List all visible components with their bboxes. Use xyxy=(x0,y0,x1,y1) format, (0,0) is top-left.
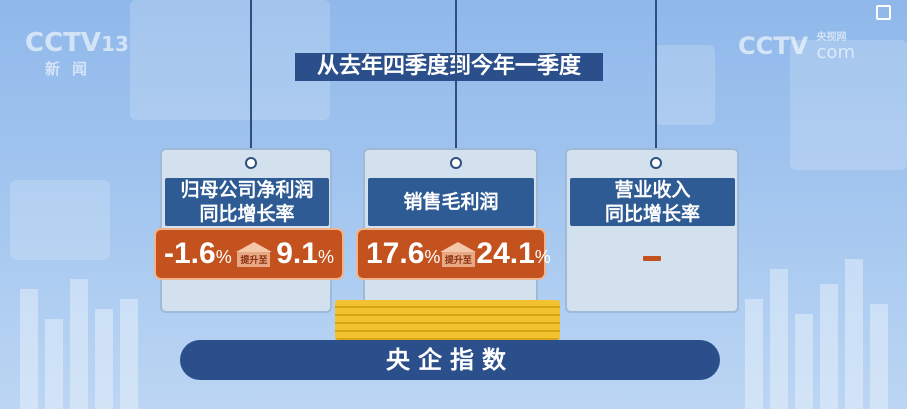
bg-bar xyxy=(70,279,88,409)
value-box: 17.6% 提升至 24.1% xyxy=(356,228,551,280)
pending-value-marker xyxy=(643,256,661,261)
bg-bar xyxy=(745,299,763,409)
site-cn: 央视网 xyxy=(816,32,847,43)
value-to: 9.1 xyxy=(276,237,318,270)
footer-banner: 央企指数 xyxy=(180,340,720,380)
hanger-dot xyxy=(245,157,257,169)
bg-bar xyxy=(20,289,38,409)
card-title: 销售毛利润 xyxy=(368,178,534,226)
cctv-com-logo: CCTV 央视网 com xyxy=(738,32,855,63)
hanger-dot xyxy=(650,157,662,169)
unit: % xyxy=(317,247,334,267)
bg-panel xyxy=(655,45,715,125)
title-line: 同比增长率 xyxy=(199,203,295,225)
bg-panel xyxy=(10,180,110,260)
title-line: 销售毛利润 xyxy=(403,191,499,213)
bg-bar xyxy=(820,284,838,409)
change-label: 提升至 xyxy=(237,251,271,267)
hanger-line xyxy=(250,0,252,158)
bg-bar xyxy=(120,299,138,409)
unit: % xyxy=(424,247,441,267)
header-title: 从去年四季度到今年一季度 xyxy=(295,53,603,81)
bg-bar xyxy=(870,304,888,409)
logo-channel: CCTV xyxy=(25,28,102,58)
title-line: 同比增长率 xyxy=(604,203,700,225)
value-box: -1.6% 提升至 9.1% xyxy=(154,228,344,280)
up-arrow-icon: 提升至 xyxy=(235,241,272,267)
site-suffix: com xyxy=(816,42,855,63)
value-from: -1.6 xyxy=(164,237,216,270)
unit: % xyxy=(215,247,232,267)
bg-bar xyxy=(795,314,813,409)
title-line: 归母公司净利润 xyxy=(180,179,314,201)
up-arrow-icon: 提升至 xyxy=(440,241,477,267)
site-logo: CCTV xyxy=(738,32,809,60)
title-line: 营业收入 xyxy=(614,179,691,201)
card-title: 营业收入 同比增长率 xyxy=(570,178,735,226)
hanger-line xyxy=(655,0,657,158)
card-title: 归母公司净利润 同比增长率 xyxy=(165,178,329,226)
logo-channel-name: 新闻 xyxy=(45,60,100,78)
bg-bar xyxy=(770,269,788,409)
hanger-line xyxy=(455,0,457,158)
unit: % xyxy=(534,247,551,267)
value-to: 24.1 xyxy=(476,237,535,270)
bg-bar xyxy=(845,259,863,409)
value-from: 17.6 xyxy=(366,237,425,270)
hanger-dot xyxy=(450,157,462,169)
bg-bar xyxy=(45,319,63,409)
bg-bar xyxy=(95,309,113,409)
change-label: 提升至 xyxy=(441,251,475,267)
cctv13-logo: CCTV13 新闻 xyxy=(25,28,129,79)
logo-number: 13 xyxy=(101,32,129,56)
card-revenue xyxy=(565,148,739,313)
screen-icon[interactable] xyxy=(876,5,891,20)
bg-panel xyxy=(790,40,907,170)
coin-stack xyxy=(335,300,560,340)
